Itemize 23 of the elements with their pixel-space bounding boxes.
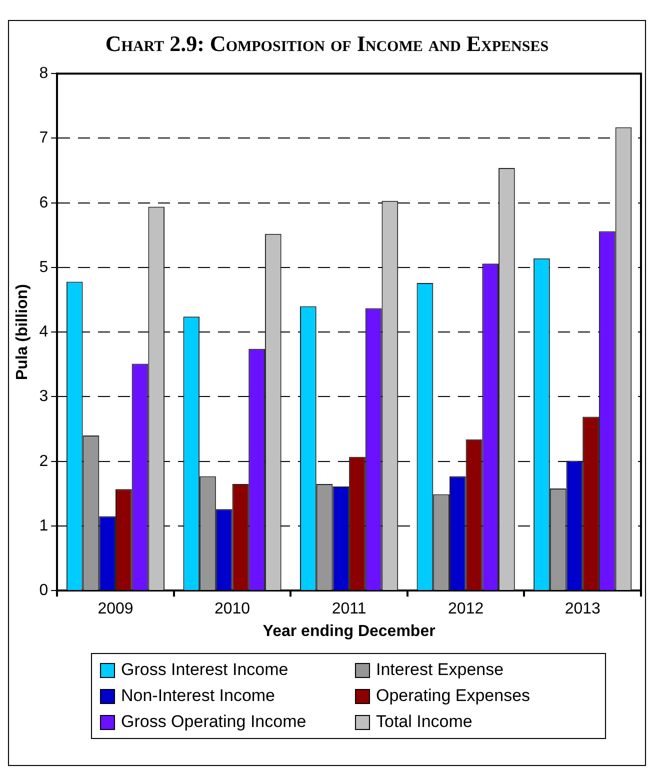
legend-label: Gross Interest Income: [121, 660, 288, 680]
y-tick-label: 1: [39, 517, 48, 534]
x-tick-label: 2009: [98, 600, 134, 618]
y-tick-label: 7: [39, 130, 48, 147]
y-tick-label: 3: [39, 388, 48, 406]
legend-label: Interest Expense: [376, 660, 504, 680]
legend-label: Non-Interest Income: [121, 686, 276, 706]
legend-label: Total Income: [376, 712, 472, 732]
y-tick-label: 6: [39, 194, 48, 212]
x-tick-label: 2013: [564, 600, 601, 618]
y-tick-label: 0: [39, 582, 48, 600]
y-tick-label: 8: [39, 65, 48, 82]
legend-label: Operating Expenses: [376, 686, 530, 706]
chart-title: Chart 2.9: Composition of Income and Expenses: [104, 31, 550, 57]
y-tick-label: 5: [39, 258, 48, 276]
x-tick-label: 2011: [332, 600, 366, 618]
legend-label: Gross Operating Income: [121, 712, 306, 732]
y-tick-label: 4: [39, 324, 48, 341]
x-tick-label: 2012: [448, 600, 484, 618]
x-tick-label: 2010: [214, 600, 250, 618]
y-tick-label: 2: [39, 452, 48, 470]
x-axis-title: Year ending December: [262, 622, 436, 640]
y-axis-title: Pula (billion): [14, 284, 32, 380]
